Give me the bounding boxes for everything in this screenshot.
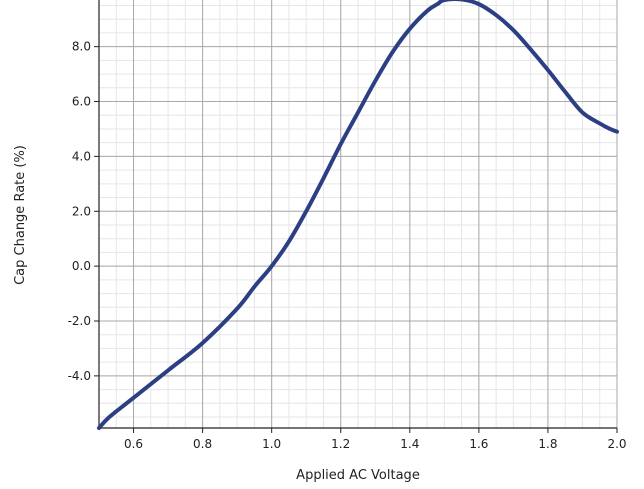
y-tick-label: -4.0: [68, 369, 91, 383]
axes: [94, 0, 618, 433]
y-tick-label: 8.0: [72, 40, 91, 54]
series-line: [97, 0, 619, 430]
x-tick-label: 0.8: [193, 437, 212, 451]
x-tick-label: 2.0: [607, 437, 626, 451]
x-tick-label: 1.8: [538, 437, 557, 451]
y-tick-label: 0.0: [72, 259, 91, 273]
x-tick-label: 0.6: [124, 437, 143, 451]
y-tick-label: 6.0: [72, 95, 91, 109]
tick-labels: 0.6 0.8 1.0 1.2 1.4 1.6 1.8 2.0 -4.0 -2.0 0.0 2.0 4.…: [68, 40, 627, 451]
series-layer: [97, 0, 619, 430]
y-tick-label: 4.0: [72, 149, 91, 163]
x-axis-title: Applied AC Voltage: [296, 468, 420, 483]
x-tick-label: 1.6: [469, 437, 488, 451]
y-tick-label: -2.0: [68, 314, 91, 328]
y-tick-label: 2.0: [72, 204, 91, 218]
x-tick-label: 1.2: [331, 437, 350, 451]
y-axis-title: Cap Change Rate (%): [13, 145, 28, 285]
x-tick-label: 1.4: [400, 437, 419, 451]
x-tick-label: 1.0: [262, 437, 281, 451]
